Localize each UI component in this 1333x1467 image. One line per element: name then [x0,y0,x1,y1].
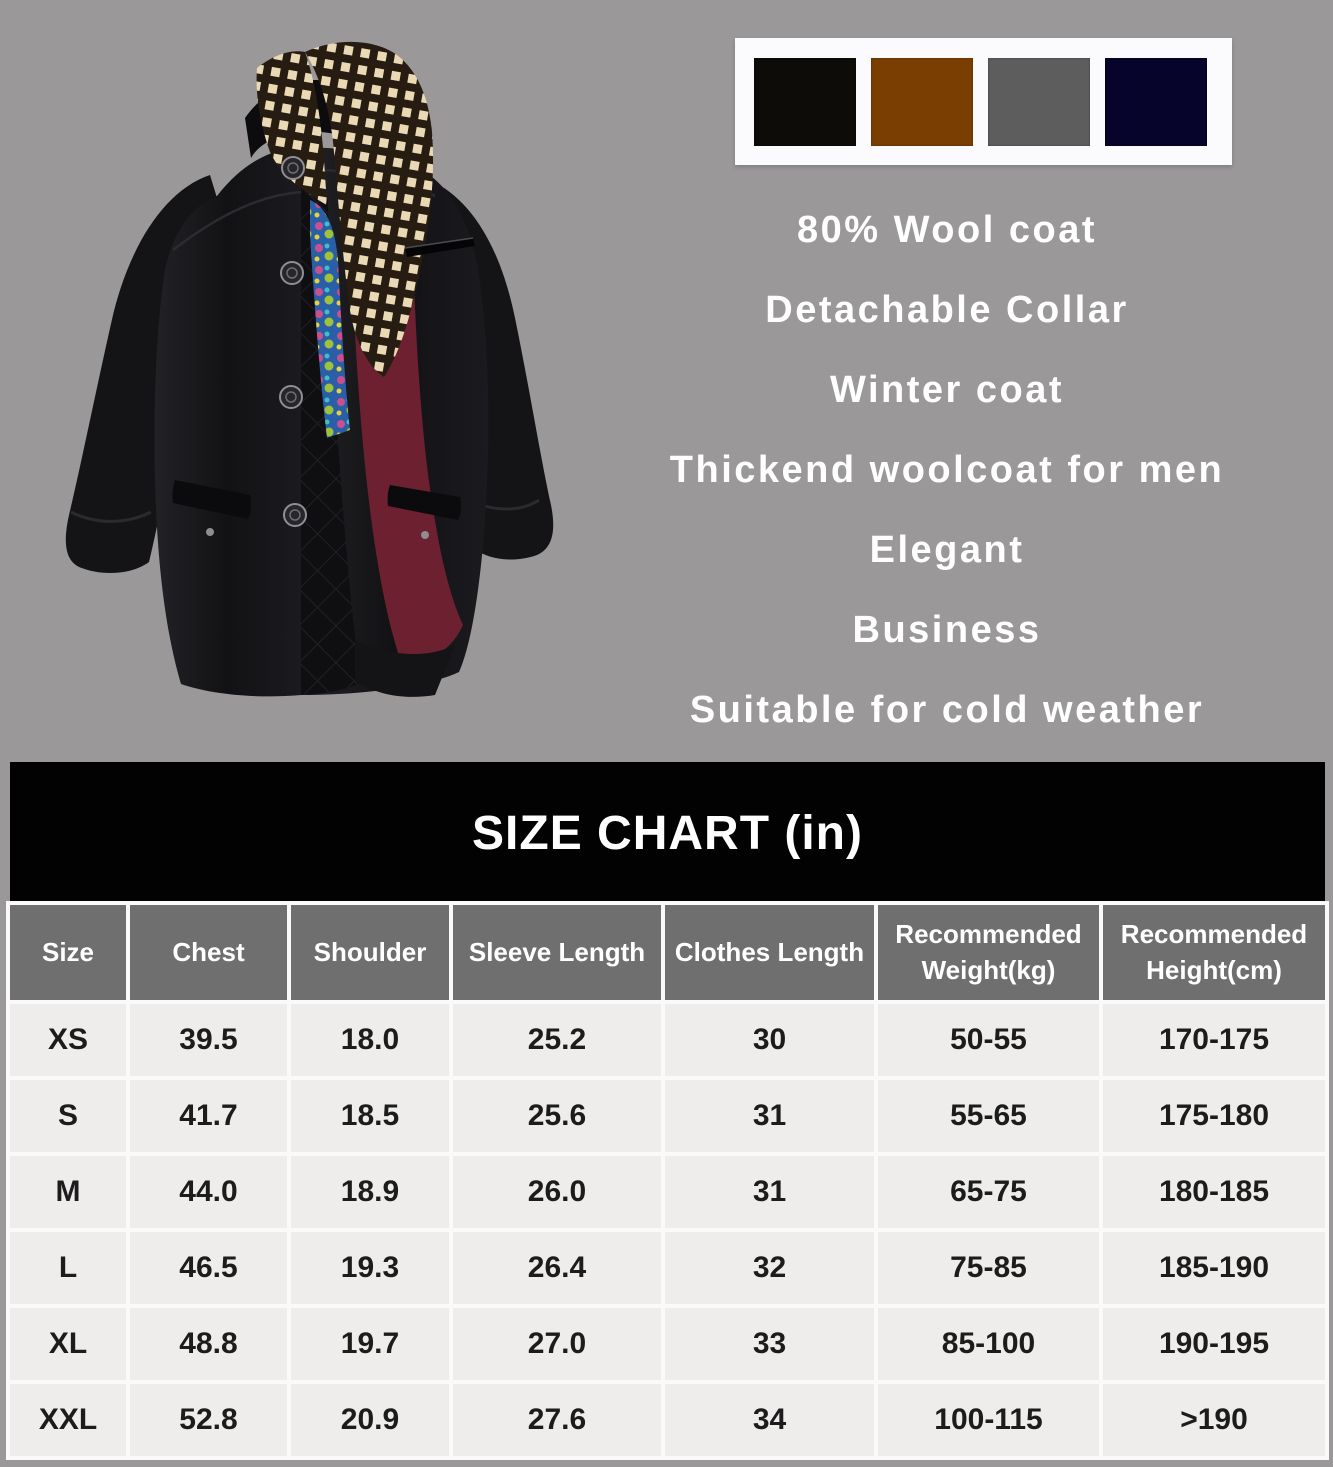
left-shoulder-seam [172,190,302,251]
table-row: XS 39.5 18.0 25.2 30 50-55 170-175 [10,1004,1325,1076]
value-cell: 41.7 [130,1080,287,1152]
color-swatch-brown [871,57,973,146]
value-cell: 18.5 [291,1080,449,1152]
value-cell: 31 [665,1156,874,1228]
value-cell: 180-185 [1103,1156,1325,1228]
size-cell: M [10,1156,126,1228]
value-cell: 85-100 [878,1308,1099,1380]
column-header: Size [10,905,126,1000]
value-cell: 100-115 [878,1384,1099,1456]
button [279,385,303,409]
column-header: Recommended Height(cm) [1103,905,1325,1000]
value-cell: 50-55 [878,1004,1099,1076]
table-row: XL 48.8 19.7 27.0 33 85-100 190-195 [10,1308,1325,1380]
chest-pocket [405,238,475,257]
table-row: S 41.7 18.5 25.6 31 55-65 175-180 [10,1080,1325,1152]
value-cell: 55-65 [878,1080,1099,1152]
value-cell: 27.6 [453,1384,661,1456]
value-cell: 18.9 [291,1156,449,1228]
feature-line: 80% Wool coat [797,208,1097,251]
size-chart-table: Size Chest Shoulder Sleeve Length Clothes Le… [6,901,1329,1460]
size-cell: XS [10,1004,126,1076]
column-header: Recommended Weight(kg) [878,905,1099,1000]
feature-line: Business [852,608,1042,651]
value-cell: 19.3 [291,1232,449,1304]
size-cell: XXL [10,1384,126,1456]
size-cell: S [10,1080,126,1152]
left-pocket-rivet [206,528,214,536]
size-cell: L [10,1232,126,1304]
value-cell: 170-175 [1103,1004,1325,1076]
value-cell: 52.8 [130,1384,287,1456]
value-cell: 20.9 [291,1384,449,1456]
value-cell: 75-85 [878,1232,1099,1304]
value-cell: 185-190 [1103,1232,1325,1304]
paisley-shirt [310,200,350,438]
coat-left-panel [154,148,301,697]
value-cell: 65-75 [878,1156,1099,1228]
feature-line: Elegant [869,528,1025,571]
feature-line: Thickend woolcoat for men [669,448,1225,491]
column-header: Clothes Length [665,905,874,1000]
coat-photo [5,0,565,710]
feature-list: 80% Wool coat Detachable Collar Winter c… [558,190,1333,750]
size-chart-title: SIZE CHART (in) [472,807,863,860]
value-cell: >190 [1103,1384,1325,1456]
value-cell: 34 [665,1384,874,1456]
value-cell: 26.4 [453,1232,661,1304]
value-cell: 27.0 [453,1308,661,1380]
feature-line: Detachable Collar [765,288,1129,331]
value-cell: 39.5 [130,1004,287,1076]
chest-pocket-highlight [404,237,474,249]
table-row: M 44.0 18.9 26.0 31 65-75 180-185 [10,1156,1325,1228]
value-cell: 32 [665,1232,874,1304]
value-cell: 175-180 [1103,1080,1325,1152]
column-header: Sleeve Length [453,905,661,1000]
swatch-row [735,38,1232,165]
checkered-scarf [305,41,434,377]
value-cell: 18.0 [291,1004,449,1076]
value-cell: 33 [665,1308,874,1380]
value-cell: 48.8 [130,1308,287,1380]
color-swatch-gray [988,57,1090,146]
size-cell: XL [10,1308,126,1380]
feature-line: Winter coat [829,368,1065,411]
button [281,156,305,180]
value-cell: 30 [665,1004,874,1076]
column-header: Chest [130,905,287,1000]
coat-buttons [279,156,307,527]
table-row: L 46.5 19.3 26.4 32 75-85 185-190 [10,1232,1325,1304]
button [283,503,307,527]
column-header: Shoulder [291,905,449,1000]
value-cell: 25.2 [453,1004,661,1076]
size-table-header-row: Size Chest Shoulder Sleeve Length Clothes Le… [10,905,1325,1000]
right-pocket-rivet [421,531,429,539]
feature-line: Suitable for cold weather [689,688,1205,731]
value-cell: 25.6 [453,1080,661,1152]
value-cell: 44.0 [130,1156,287,1228]
hem-corner [355,640,455,697]
size-chart-title-band: SIZE CHART (in) [10,762,1325,905]
color-swatch-black [754,57,856,146]
table-row: XXL 52.8 20.9 27.6 34 100-115 >190 [10,1384,1325,1456]
size-table-body: XS 39.5 18.0 25.2 30 50-55 170-175 S 41.7 18.5 25.… [10,1004,1325,1456]
value-cell: 31 [665,1080,874,1152]
value-cell: 190-195 [1103,1308,1325,1380]
left-pocket-flap [172,480,252,519]
left-cuff-seam [70,510,152,523]
color-swatch-navy [1105,57,1207,146]
checkered-scarf-left [256,51,327,205]
right-pocket-flap [387,485,462,520]
coat-illustration [65,41,554,697]
value-cell: 19.7 [291,1308,449,1380]
value-cell: 46.5 [130,1232,287,1304]
value-cell: 26.0 [453,1156,661,1228]
button [280,261,304,285]
